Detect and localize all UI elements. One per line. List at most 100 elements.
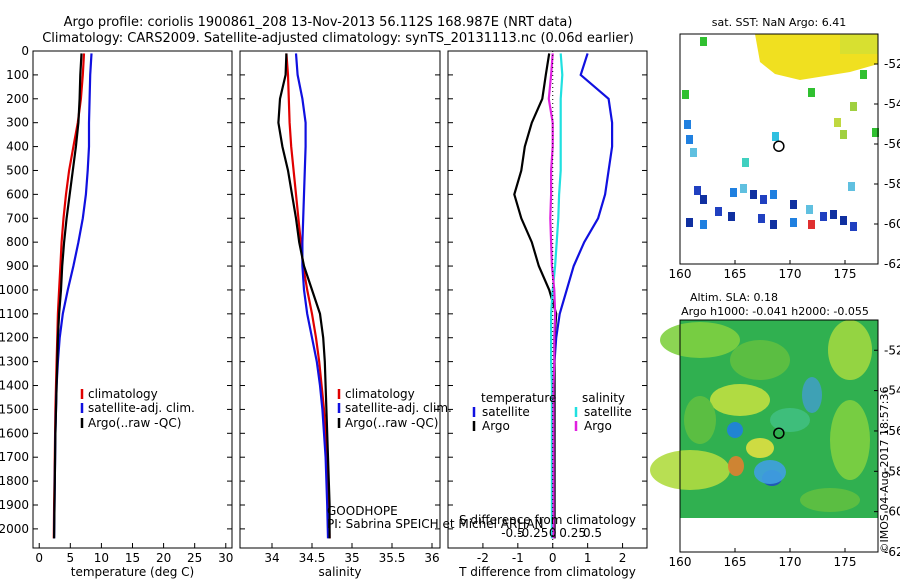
x-tick-label: 5 bbox=[66, 551, 74, 565]
x-axis-label: salinity bbox=[318, 565, 361, 579]
x-tick-label: -2 bbox=[477, 551, 489, 565]
x-tick-label: 34.5 bbox=[299, 551, 326, 565]
x-tick-label-salinity: -0.5 bbox=[501, 526, 524, 540]
y-tick-label: 1900 bbox=[0, 498, 29, 512]
y-tick-label: 500 bbox=[6, 163, 29, 177]
sla-blob bbox=[660, 322, 740, 358]
x-tick-label: 30 bbox=[218, 551, 233, 565]
series-line-climatology bbox=[52, 53, 86, 539]
sst-cell bbox=[760, 195, 767, 204]
y-tick-label: 1600 bbox=[0, 426, 29, 440]
x-tick-label: 36 bbox=[424, 551, 439, 565]
sst-cell bbox=[682, 90, 689, 99]
sst-cell bbox=[808, 88, 815, 97]
sst-cell bbox=[770, 220, 777, 229]
sla-blob bbox=[754, 460, 786, 484]
legend-label: satellite-adj. clim. bbox=[88, 401, 195, 415]
series-line-argo bbox=[547, 53, 557, 539]
x-tick-label-salinity: 0.25 bbox=[559, 526, 586, 540]
y-tick-label: 1100 bbox=[0, 307, 29, 321]
sla-map-subtitle: Argo h1000: -0.041 h2000: -0.055 bbox=[681, 305, 869, 318]
sla-blob bbox=[710, 384, 770, 416]
series-line-climatology bbox=[285, 53, 331, 539]
sla-blob bbox=[684, 396, 716, 444]
x-axis-label: temperature (deg C) bbox=[71, 565, 194, 579]
y-tick-label: -62 bbox=[884, 257, 900, 271]
y-tick-label: 200 bbox=[6, 92, 29, 106]
sst-cell bbox=[686, 135, 693, 144]
y-tick-label: 2000 bbox=[0, 522, 29, 536]
x-tick-label: 175 bbox=[834, 267, 857, 281]
x-tick-label: 175 bbox=[834, 555, 857, 569]
y-tick-label: 100 bbox=[6, 68, 29, 82]
sst-field bbox=[682, 34, 879, 231]
x-tick-label-salinity: -0.25 bbox=[517, 526, 548, 540]
x-tick-label-salinity: 0 bbox=[549, 526, 557, 540]
y-tick-label: 1500 bbox=[0, 402, 29, 416]
y-tick-label: 1700 bbox=[0, 450, 29, 464]
x-tick-label: 170 bbox=[779, 267, 802, 281]
sst-cell bbox=[684, 120, 691, 129]
sst-cell bbox=[840, 130, 847, 139]
y-tick-label: 1000 bbox=[0, 283, 29, 297]
series-line-satellite-adj--clim- bbox=[294, 53, 330, 539]
annotation-project: GOODHOPE bbox=[327, 504, 398, 518]
sla-blob bbox=[800, 488, 860, 512]
series-line-argo---raw--qc- bbox=[53, 53, 83, 539]
legend-label: climatology bbox=[345, 387, 415, 401]
sst-cell bbox=[690, 148, 697, 157]
legend-title-salinity: salinity bbox=[582, 391, 625, 405]
y-tick-label: -58 bbox=[884, 464, 900, 478]
sst-cell bbox=[686, 218, 693, 227]
sla-blob bbox=[770, 408, 810, 432]
sst-cell bbox=[820, 212, 827, 221]
x-tick-label: 0 bbox=[35, 551, 43, 565]
legend-label: Argo(..raw -QC) bbox=[345, 416, 438, 430]
sst-cell bbox=[730, 188, 737, 197]
sla-no-data bbox=[680, 518, 878, 552]
y-tick-label: 300 bbox=[6, 116, 29, 130]
sst-cell bbox=[770, 190, 777, 199]
sst-cell bbox=[742, 158, 749, 167]
legend-label: satellite bbox=[584, 405, 632, 419]
x-axis-label-salinity: S difference from climatology bbox=[459, 513, 636, 527]
sst-cell bbox=[860, 70, 867, 79]
x-tick-label: 2 bbox=[619, 551, 627, 565]
y-tick-label: -60 bbox=[884, 505, 900, 519]
y-tick-label: -60 bbox=[884, 217, 900, 231]
sst-cell bbox=[758, 214, 765, 223]
x-axis-label: T difference from climatology bbox=[458, 565, 636, 579]
x-tick-label: 160 bbox=[669, 555, 692, 569]
argo-location-marker bbox=[773, 427, 785, 439]
x-tick-label: 1 bbox=[584, 551, 592, 565]
x-tick-label-salinity: 0.5 bbox=[583, 526, 602, 540]
figure-title-line2: Climatology: CARS2009. Satellite-adjuste… bbox=[42, 31, 634, 46]
sst-cell bbox=[790, 200, 797, 209]
sst-map-title: sat. SST: NaN Argo: 6.41 bbox=[712, 16, 846, 29]
sla-map-title: Altim. SLA: 0.18 bbox=[690, 291, 778, 304]
sla-blob bbox=[746, 438, 774, 458]
sst-warm-patch bbox=[840, 34, 878, 54]
x-tick-label: 165 bbox=[724, 267, 747, 281]
x-tick-label: 35.5 bbox=[379, 551, 406, 565]
legend-title-temperature: temperature bbox=[481, 391, 556, 405]
sla-blob bbox=[650, 450, 730, 490]
y-tick-label: -54 bbox=[884, 97, 900, 111]
y-tick-label: -54 bbox=[884, 384, 900, 398]
series-line-argo bbox=[513, 53, 558, 539]
series-line-satellite bbox=[549, 53, 564, 539]
figure-title-line1: Argo profile: coriolis 1900861_208 13-No… bbox=[64, 15, 573, 30]
legend-label: satellite bbox=[482, 405, 530, 419]
y-tick-label: 1300 bbox=[0, 355, 29, 369]
plot-frame-2 bbox=[447, 50, 648, 549]
sst-cell bbox=[750, 190, 757, 199]
map-frame-4 bbox=[679, 319, 879, 553]
y-tick-label: 1800 bbox=[0, 474, 29, 488]
sst-cell bbox=[790, 218, 797, 227]
y-tick-label: 800 bbox=[6, 235, 29, 249]
sst-cell bbox=[808, 220, 815, 229]
x-tick-label: 160 bbox=[669, 267, 692, 281]
y-tick-label: -62 bbox=[884, 545, 900, 559]
x-tick-label: -1 bbox=[512, 551, 524, 565]
